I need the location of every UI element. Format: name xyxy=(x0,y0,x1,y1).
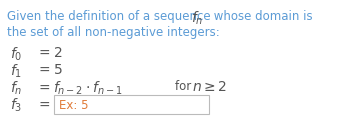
Text: $= f_{n-2} \cdot f_{n-1}$: $= f_{n-2} \cdot f_{n-1}$ xyxy=(36,80,123,97)
Text: $f_n$: $f_n$ xyxy=(10,80,22,97)
Text: for: for xyxy=(175,80,199,93)
Text: $f_0$: $f_0$ xyxy=(10,46,22,63)
Text: $= 5$: $= 5$ xyxy=(36,63,63,77)
Text: $f_3$: $f_3$ xyxy=(10,97,22,114)
Text: Given the definition of a sequence: Given the definition of a sequence xyxy=(7,10,214,23)
Text: whose domain is: whose domain is xyxy=(210,10,312,23)
Text: $= 2$: $= 2$ xyxy=(36,46,62,60)
Text: the set of all non-negative integers:: the set of all non-negative integers: xyxy=(7,26,220,39)
FancyBboxPatch shape xyxy=(54,95,209,114)
Text: $n \geq 2$: $n \geq 2$ xyxy=(192,80,227,94)
Text: $f_n$: $f_n$ xyxy=(191,10,203,27)
Text: $f_1$: $f_1$ xyxy=(10,63,22,80)
Text: $=$: $=$ xyxy=(36,97,51,111)
Text: Ex: 5: Ex: 5 xyxy=(59,99,89,112)
